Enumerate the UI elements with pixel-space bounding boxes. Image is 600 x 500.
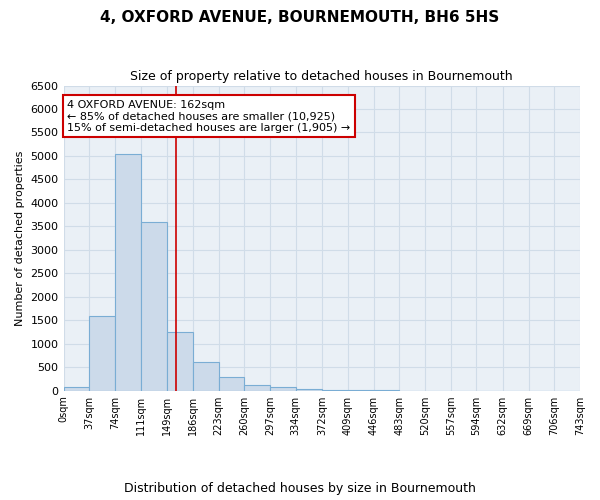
Title: Size of property relative to detached houses in Bournemouth: Size of property relative to detached ho… bbox=[130, 70, 513, 83]
Bar bbox=[193, 362, 218, 390]
Bar bbox=[89, 316, 115, 390]
Bar bbox=[64, 387, 89, 390]
Text: Distribution of detached houses by size in Bournemouth: Distribution of detached houses by size … bbox=[124, 482, 476, 495]
Text: 4, OXFORD AVENUE, BOURNEMOUTH, BH6 5HS: 4, OXFORD AVENUE, BOURNEMOUTH, BH6 5HS bbox=[100, 10, 500, 25]
Bar bbox=[115, 154, 140, 390]
Text: 4 OXFORD AVENUE: 162sqm
← 85% of detached houses are smaller (10,925)
15% of sem: 4 OXFORD AVENUE: 162sqm ← 85% of detache… bbox=[67, 100, 350, 133]
Bar bbox=[167, 332, 193, 390]
Bar bbox=[270, 387, 296, 390]
Bar bbox=[244, 385, 270, 390]
Y-axis label: Number of detached properties: Number of detached properties bbox=[15, 150, 25, 326]
Bar bbox=[218, 378, 244, 390]
Bar bbox=[296, 389, 322, 390]
Bar bbox=[140, 222, 167, 390]
